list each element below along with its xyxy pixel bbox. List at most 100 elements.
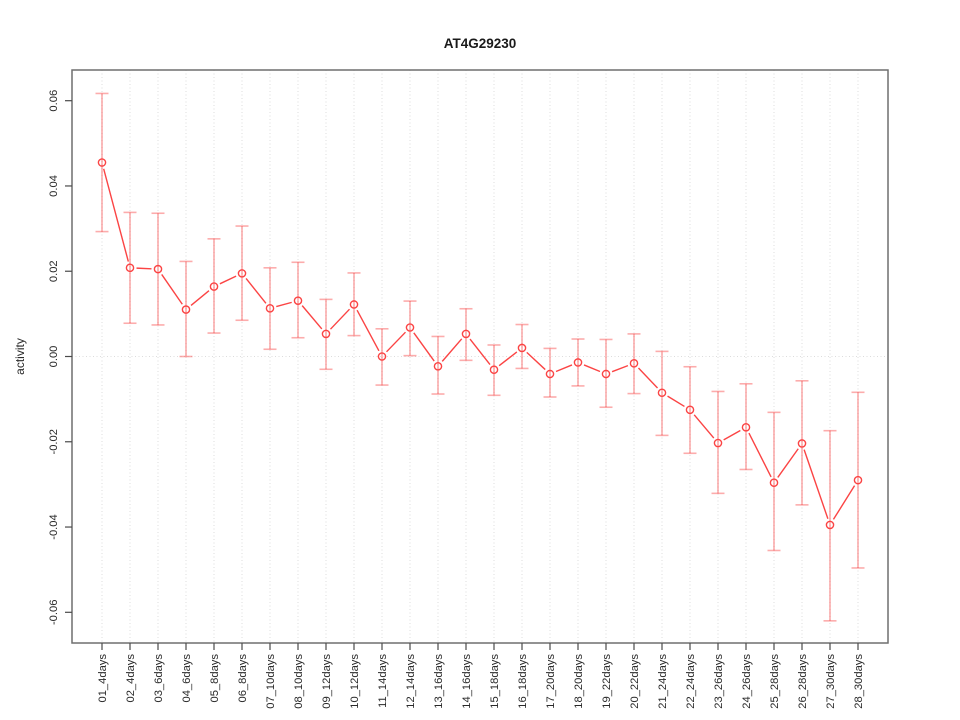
data-point (377, 352, 387, 361)
data-point (825, 520, 835, 530)
data-point (685, 405, 695, 415)
error-bar (487, 344, 501, 397)
x-tick-label: 03_6days (153, 654, 165, 703)
error-bar (711, 390, 725, 495)
x-tick-label: 24_26days (741, 654, 753, 709)
series-segment (555, 364, 573, 373)
error-bar (515, 323, 529, 370)
x-tick-label: 28_30days (853, 654, 865, 709)
series-segment (583, 364, 601, 373)
data-point (237, 269, 247, 278)
y-tick-label: -0.02 (48, 429, 60, 455)
error-bar (683, 365, 697, 455)
error-bar (627, 333, 641, 395)
data-point (181, 305, 191, 314)
error-bar (571, 338, 585, 387)
data-point (209, 282, 219, 291)
series-segment (276, 301, 292, 308)
error-bar (851, 391, 865, 569)
data-point (853, 475, 863, 485)
error-bar (767, 411, 781, 552)
series-segment (102, 168, 130, 262)
y-axis-label: activity (13, 338, 27, 375)
series-segment (161, 274, 183, 305)
series-segment (413, 332, 435, 362)
x-tick-label: 25_28days (769, 654, 781, 709)
data-point (517, 343, 527, 353)
data-point (601, 369, 611, 379)
error-bar (375, 327, 389, 386)
error-bar (599, 338, 613, 409)
data-point (293, 296, 303, 305)
y-tick-label: -0.06 (48, 600, 60, 626)
x-tick-label: 12_14days (405, 654, 417, 709)
x-tick-label: 16_18days (517, 654, 529, 709)
error-bar (795, 380, 809, 506)
x-tick-label: 15_18days (489, 654, 501, 709)
data-point (629, 359, 639, 368)
data-point (433, 362, 443, 371)
x-tick-label: 26_28days (797, 654, 809, 709)
x-tick-label: 05_8days (209, 654, 221, 703)
error-bar (291, 261, 305, 339)
chart-title: AT4G29230 (444, 36, 517, 51)
series-segment (386, 331, 406, 353)
error-bar (151, 212, 165, 326)
data-point (769, 478, 779, 487)
y-tick-label: 0.00 (48, 346, 60, 368)
series-segment (356, 309, 380, 352)
x-tick-label: 17_20days (545, 654, 557, 709)
series-segment (301, 305, 323, 330)
y-tick-label: -0.04 (48, 514, 60, 540)
series-segment (748, 432, 772, 478)
x-tick-label: 22_24days (685, 654, 697, 709)
data-point (265, 304, 275, 313)
series-segment (245, 277, 267, 304)
series-segment (667, 395, 685, 408)
series-segment (190, 290, 210, 307)
error-bar (543, 347, 557, 398)
error-bar (459, 307, 473, 362)
series-segment (498, 351, 518, 367)
data-points (97, 158, 863, 530)
y-tick-label: 0.04 (48, 175, 60, 197)
data-point (573, 358, 583, 367)
error-bar (403, 300, 417, 357)
x-tick-label: 07_10days (265, 654, 277, 709)
series-segment (469, 338, 491, 366)
x-tick-label: 02_4days (125, 654, 137, 703)
error-bar (235, 225, 249, 322)
series-segment (329, 308, 351, 330)
series-segment (723, 429, 741, 441)
x-tick-label: 20_22days (629, 654, 641, 709)
x-tick-label: 08_10days (293, 654, 305, 709)
error-bar (739, 382, 753, 471)
data-point (461, 329, 471, 339)
series-segment (777, 448, 799, 478)
x-tick-label: 14_16days (461, 654, 473, 709)
x-tick-label: 09_12days (321, 654, 333, 709)
x-tick-label: 18_20days (573, 654, 585, 709)
series-segment (637, 367, 659, 389)
data-point (741, 422, 751, 432)
error-bar (179, 260, 193, 358)
error-bar (347, 272, 361, 337)
x-tick-label: 13_16days (433, 654, 445, 709)
y-tick-label: 0.06 (48, 90, 60, 112)
y-axis: -0.06 -0.04 -0.02 0.00 0.02 0.04 0.06 (48, 90, 72, 625)
series-segment (693, 414, 715, 439)
x-tick-label: 06_8days (237, 654, 249, 703)
data-point (405, 323, 415, 332)
x-tick-label: 21_24days (657, 654, 669, 709)
error-bars (95, 92, 865, 622)
series-segment (219, 275, 237, 285)
series-segment (832, 485, 856, 520)
error-bar (263, 267, 277, 351)
error-bar (655, 350, 669, 437)
x-tick-label: 04_6days (181, 654, 193, 703)
series-segment (136, 267, 152, 270)
data-point (713, 438, 723, 448)
x-tick-label: 19_22days (601, 654, 613, 709)
